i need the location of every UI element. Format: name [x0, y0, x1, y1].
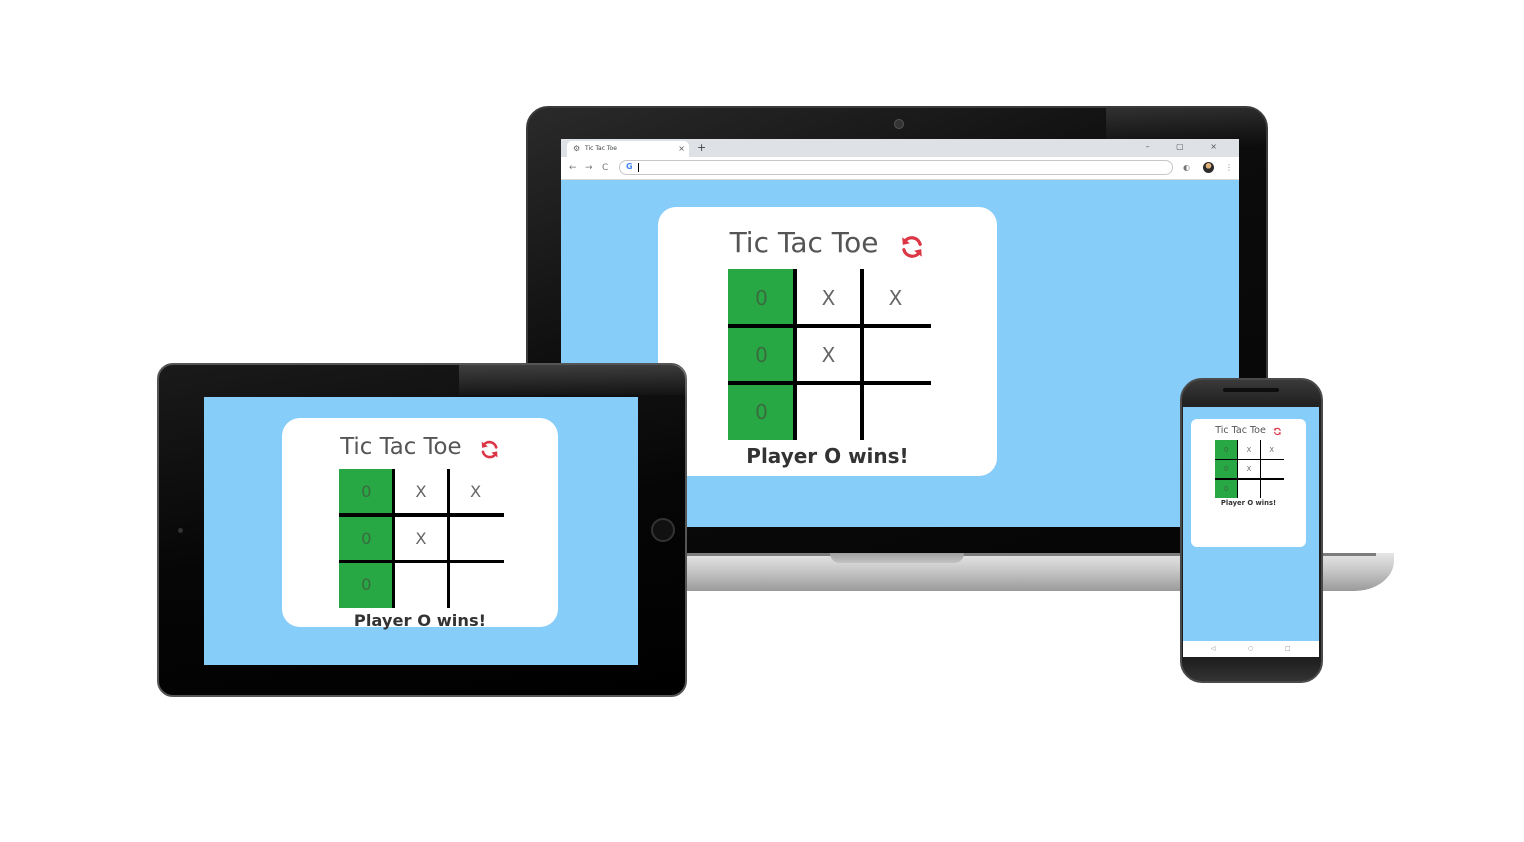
phone-navbar: ◁ ○ □	[1183, 641, 1319, 657]
reload-button[interactable]: C	[602, 163, 609, 173]
refresh-icon[interactable]	[1273, 427, 1282, 436]
board-cell[interactable]: 0	[728, 326, 795, 383]
game-title-row: Tic Tac Toe	[1191, 424, 1306, 438]
grid-line-vertical	[793, 269, 797, 440]
menu-icon[interactable]: ⋮	[1225, 163, 1233, 172]
grid-line-vertical	[1259, 440, 1262, 499]
browser-toolbar: ← → C G ◐ ⋮	[561, 157, 1239, 180]
board-cell[interactable]: X	[415, 528, 427, 548]
board-cell[interactable]: X	[1246, 445, 1252, 454]
grid-line-vertical	[860, 269, 864, 440]
game-result: Player O wins!	[746, 444, 909, 468]
board-cell[interactable]: 0	[728, 269, 795, 326]
game-result: Player O wins!	[353, 610, 487, 630]
board-cell[interactable]	[795, 383, 862, 440]
favicon-icon: ⚙	[573, 144, 581, 153]
refresh-icon[interactable]	[479, 437, 500, 459]
game-title: Tic Tac Toe	[729, 226, 879, 259]
tablet-camera	[178, 528, 183, 533]
game-card: Tic Tac Toe 0 X X 0 X 0 Player O wins!	[658, 207, 997, 476]
board-cell[interactable]	[448, 561, 503, 607]
refresh-icon[interactable]	[899, 231, 925, 258]
board-cell[interactable]	[394, 561, 449, 607]
nav-back-button[interactable]: ◁	[1211, 645, 1216, 652]
board-cell[interactable]: 0	[1214, 440, 1238, 460]
laptop-screen: ⚙ Tic Tac Toe × + – ▢ × ← → C G ◐ ⋮ Tic …	[561, 139, 1239, 527]
grid-line-horizontal	[1214, 478, 1284, 480]
extension-icon[interactable]: ◐	[1183, 163, 1190, 172]
game-title-row: Tic Tac Toe	[658, 223, 997, 263]
game-title: Tic Tac Toe	[340, 434, 462, 461]
board-cell[interactable]	[448, 515, 503, 561]
board-cell[interactable]: 0	[1214, 478, 1238, 499]
board-cell[interactable]	[1260, 459, 1283, 478]
back-button[interactable]: ←	[569, 163, 577, 173]
phone-speaker	[1223, 388, 1279, 392]
forward-button[interactable]: →	[585, 163, 593, 173]
board-cell[interactable]: X	[415, 482, 427, 502]
board-cell[interactable]	[862, 326, 929, 383]
board-cell[interactable]	[1238, 479, 1261, 498]
new-tab-button[interactable]: +	[697, 141, 707, 154]
game-board: 0 X X 0 X 0	[728, 269, 931, 440]
nav-home-button[interactable]: ○	[1248, 645, 1254, 652]
grid-line-horizontal	[1214, 458, 1284, 461]
board-cell[interactable]: 0	[1214, 459, 1238, 479]
nav-recent-button[interactable]: □	[1285, 645, 1291, 652]
tablet-home-button[interactable]	[651, 518, 675, 542]
board-cell[interactable]: X	[469, 482, 482, 502]
grid-line-vertical	[392, 468, 396, 608]
text-caret	[638, 163, 639, 172]
board-cell[interactable]: X	[1246, 465, 1252, 474]
board-cell[interactable]	[862, 383, 929, 440]
tab-close-button[interactable]: ×	[678, 144, 685, 153]
profile-avatar[interactable]	[1203, 162, 1214, 173]
grid-line-vertical	[446, 468, 450, 608]
game-result: Player O wins!	[1220, 498, 1277, 507]
board-cell[interactable]: X	[821, 342, 836, 367]
board-cell[interactable]: X	[888, 285, 903, 310]
game-title-row: Tic Tac Toe	[282, 431, 558, 464]
board-cell[interactable]: 0	[339, 468, 394, 515]
grid-line-vertical	[1236, 440, 1239, 499]
board-cell[interactable]: 0	[339, 561, 394, 608]
board-cell[interactable]: 0	[339, 514, 394, 562]
board-cell[interactable]: X	[821, 285, 836, 310]
game-title: Tic Tac Toe	[1215, 425, 1266, 437]
browser-tab[interactable]: ⚙ Tic Tac Toe ×	[567, 141, 689, 157]
window-controls[interactable]: – ▢ ×	[1145, 142, 1229, 151]
google-icon: G	[626, 162, 633, 171]
board-cell[interactable]: 0	[728, 383, 795, 440]
grid-line-horizontal	[728, 324, 931, 328]
browser-tabstrip: ⚙ Tic Tac Toe × + – ▢ ×	[561, 139, 1239, 157]
tablet-screen: Tic Tac Toe 0 X X 0 X 0 Player O wins!	[204, 397, 638, 665]
browser-tab-title: Tic Tac Toe	[585, 145, 617, 152]
board-cell[interactable]	[1260, 479, 1283, 498]
laptop-camera	[894, 119, 904, 129]
grid-line-horizontal	[339, 513, 505, 517]
game-card: Tic Tac Toe 0 X X 0 X 0 Player O wins!	[282, 418, 558, 630]
grid-line-horizontal	[728, 381, 931, 385]
board-cell[interactable]: X	[1269, 445, 1275, 454]
game-board: 0 X X 0 X 0	[339, 468, 505, 608]
address-bar[interactable]: G	[619, 160, 1173, 175]
laptop-notch	[830, 553, 964, 563]
grid-line-horizontal	[339, 559, 505, 564]
